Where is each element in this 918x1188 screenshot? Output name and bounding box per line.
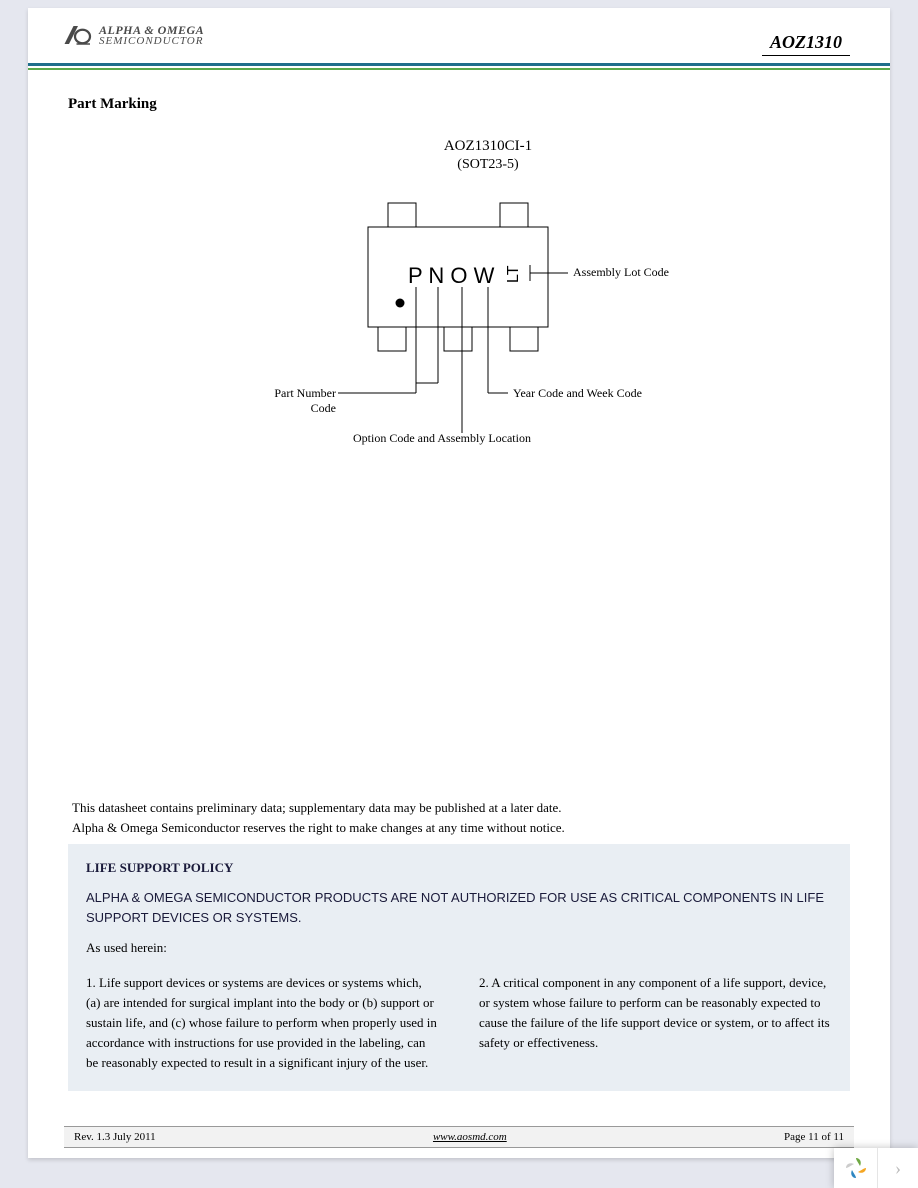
callout-option-assembly: Option Code and Assembly Location (353, 431, 531, 446)
callout-assembly-lot: Assembly Lot Code (573, 265, 669, 280)
policy-as-used: As used herein: (86, 938, 832, 958)
page-header: ALPHA & OMEGA SEMICONDUCTOR AOZ1310 (28, 8, 890, 66)
callout-part-number: Part Number Code (248, 386, 336, 416)
marking-letters: P N O W (408, 263, 495, 288)
viewer-overlay-widget[interactable]: › (834, 1148, 918, 1188)
alpha-omega-logo-icon (63, 22, 93, 48)
callout-year-week: Year Code and Week Code (513, 386, 642, 401)
page-footer: Rev. 1.3 July 2011 www.aosmd.com Page 11… (64, 1126, 854, 1148)
document-part-number: AOZ1310 (762, 32, 850, 56)
company-name: ALPHA & OMEGA SEMICONDUCTOR (99, 24, 204, 47)
policy-definition-1: 1. Life support devices or systems are d… (86, 973, 439, 1074)
company-line1: ALPHA & OMEGA (99, 24, 204, 36)
footer-revision: Rev. 1.3 July 2011 (74, 1131, 156, 1143)
footer-url: www.aosmd.com (433, 1131, 507, 1143)
policy-statement: ALPHA & OMEGA SEMICONDUCTOR PRODUCTS ARE… (86, 888, 832, 928)
diagram-package: (SOT23-5) (248, 157, 728, 173)
viewer-logo-icon[interactable] (834, 1148, 878, 1188)
diagram-part-name: AOZ1310CI-1 (248, 138, 728, 155)
note-line1: This datasheet contains preliminary data… (72, 798, 852, 818)
company-line2: SEMICONDUCTOR (99, 36, 204, 47)
section-heading: Part Marking (68, 96, 157, 113)
viewer-next-arrow[interactable]: › (878, 1158, 918, 1179)
company-logo-block: ALPHA & OMEGA SEMICONDUCTOR (63, 22, 204, 48)
part-marking-diagram: AOZ1310CI-1 (SOT23-5) P N O W LT (248, 138, 728, 438)
note-line2: Alpha & Omega Semiconductor reserves the… (72, 818, 852, 838)
lot-code-mark: LT (505, 265, 522, 283)
life-support-policy-box: LIFE SUPPORT POLICY ALPHA & OMEGA SEMICO… (68, 844, 850, 1091)
policy-title: LIFE SUPPORT POLICY (86, 858, 832, 878)
document-page: ALPHA & OMEGA SEMICONDUCTOR AOZ1310 Part… (28, 8, 890, 1158)
footer-page-number: Page 11 of 11 (784, 1131, 844, 1143)
preliminary-notes: This datasheet contains preliminary data… (72, 798, 852, 837)
policy-definition-2: 2. A critical component in any component… (479, 973, 832, 1074)
